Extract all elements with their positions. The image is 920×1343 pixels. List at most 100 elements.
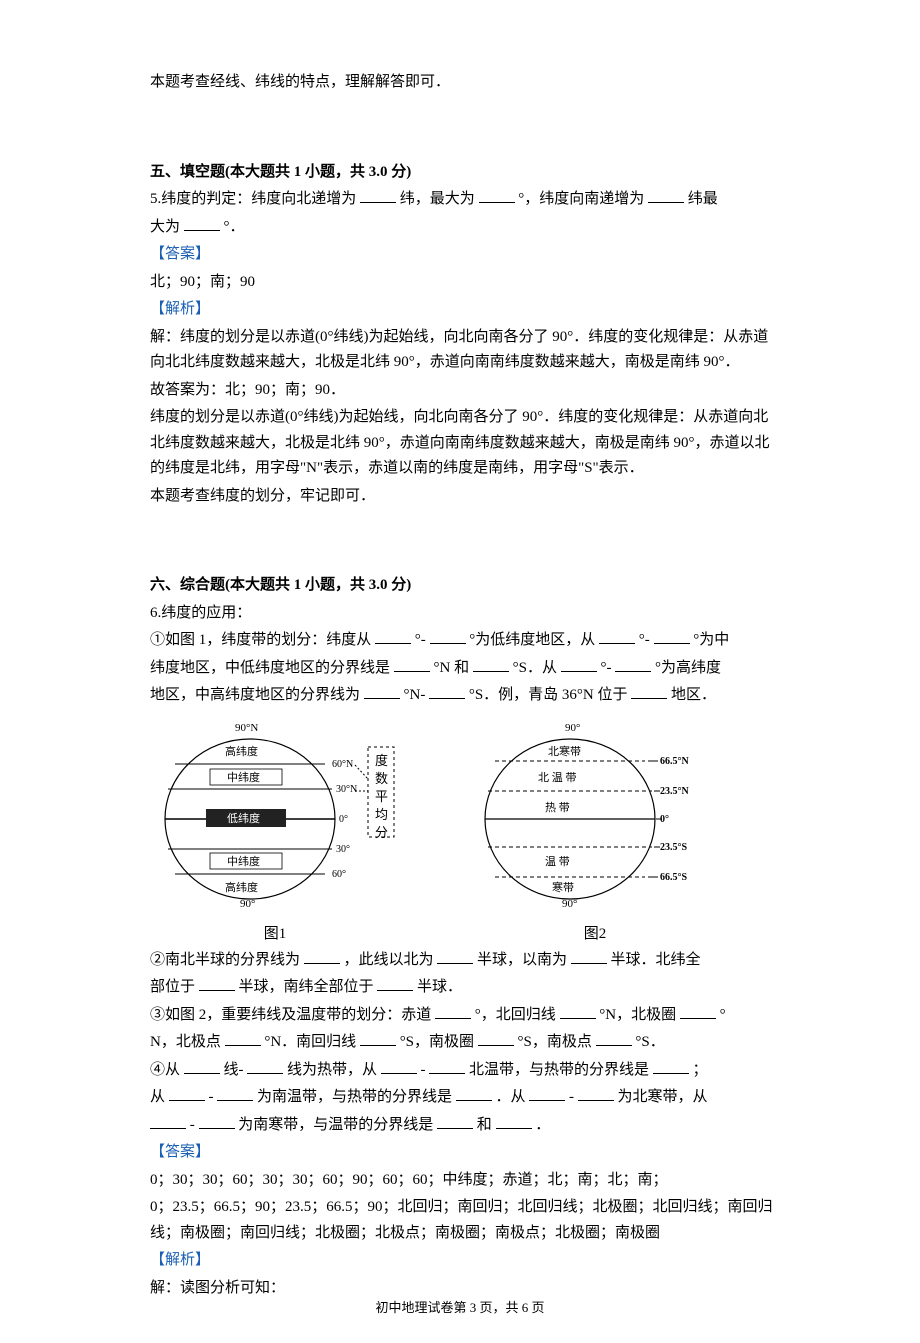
q5-line1: 5.纬度的判定：纬度向北递增为 纬，最大为 °，纬度向南递增为 纬最	[150, 187, 780, 213]
t: -	[205, 1089, 218, 1105]
diagrams-row: 90°N 高纬度 中纬度 低纬度 中纬度 高纬度 60°N 30°N	[150, 719, 780, 948]
blank	[437, 948, 473, 964]
t: -	[565, 1089, 578, 1105]
q5-exp2: 故答案为：北；90；南；90．	[150, 378, 780, 404]
blank	[561, 656, 597, 672]
blank	[473, 656, 509, 672]
t: 纬度地区，中低纬度地区的分界线是	[150, 660, 394, 676]
t: 地区．	[667, 687, 716, 703]
t: 地区，中高纬度地区的分界线为	[150, 687, 364, 703]
blank	[435, 1003, 471, 1019]
blank	[199, 975, 235, 991]
t: 和	[473, 1117, 496, 1133]
t: 为南温带，与热带的分界线是	[253, 1089, 456, 1105]
q5-exp4: 本题考查纬度的划分，牢记即可．	[150, 484, 780, 510]
q5-exp1: 解：纬度的划分是以赤道(0°纬线)为起始线，向北向南各分了 90°．纬度的变化规…	[150, 325, 780, 376]
t: 半球．	[413, 979, 462, 995]
t: °S．例，青岛 36°N 位于	[465, 687, 631, 703]
q5-t4: 纬最	[684, 191, 718, 207]
blank	[304, 948, 340, 964]
t: °N，北极圈	[596, 1007, 680, 1023]
t: -	[186, 1117, 199, 1133]
d1-z2: 中纬度	[227, 770, 260, 784]
blank	[360, 1030, 396, 1046]
q6-l7: N，北极点 °N．南回归线 °S，南极圈 °S，南极点 °S．	[150, 1030, 780, 1056]
blank	[225, 1030, 261, 1046]
t: °为高纬度	[651, 660, 721, 676]
t: °-	[597, 660, 616, 676]
t: °N 和	[430, 660, 473, 676]
t: N，北极点	[150, 1034, 225, 1050]
q6-headtext: 纬度的应用：	[161, 605, 251, 621]
d1-r1: 60°N	[332, 759, 353, 770]
t: 线-	[220, 1062, 248, 1078]
d1-z5: 高纬度	[225, 880, 258, 894]
t: °，北回归线	[471, 1007, 560, 1023]
d2-bottom: 90°	[562, 898, 577, 909]
q6-l5: 部位于 半球，南纬全部位于 半球．	[150, 975, 780, 1001]
d1-z4: 中纬度	[227, 854, 260, 868]
t: 半球．北纬全	[607, 952, 701, 968]
explain-label: 【解析】	[150, 297, 780, 323]
blank	[560, 1003, 596, 1019]
blank	[217, 1085, 253, 1101]
t: 北温带，与热带的分界线是	[465, 1062, 653, 1078]
blank	[437, 1113, 473, 1129]
d1-sb4: 均	[375, 807, 388, 822]
d2-z4: 温 带	[545, 855, 570, 868]
d1-r3: 0°	[339, 814, 348, 825]
t: 为北寒带，从	[614, 1089, 708, 1105]
t: °S．	[632, 1034, 665, 1050]
d2-r5: 66.5°S	[660, 872, 687, 883]
d1-sb2: 数	[375, 771, 388, 786]
blank	[150, 1113, 186, 1129]
q6-head: 6.纬度的应用：	[150, 601, 780, 627]
d1-bottom: 90°	[240, 898, 255, 909]
blank	[648, 187, 684, 203]
d1-sb1: 度	[375, 753, 388, 768]
section5-title: 五、填空题(本大题共 1 小题，共 3.0 分)	[150, 160, 780, 186]
q6-l6: ③如图 2，重要纬线及温度带的划分：赤道 °，北回归线 °N，北极圈 °	[150, 1003, 780, 1029]
q5-line2: 大为 °．	[150, 215, 780, 241]
d1-sb3: 平	[375, 789, 388, 804]
q5-t3: °，纬度向南递增为	[515, 191, 649, 207]
blank	[615, 656, 651, 672]
section6-title: 六、综合题(本大题共 1 小题，共 3.0 分)	[150, 573, 780, 599]
blank	[653, 1058, 689, 1074]
blank	[199, 1113, 235, 1129]
q6-num: 6.	[150, 605, 161, 621]
d2-z2: 北 温 带	[538, 771, 577, 784]
diagram2-svg: 90° 北寒带 北 温 带 热 带 温 带 寒带 66.5°N 23.5°N 0…	[470, 719, 720, 909]
q6-l1: ①如图 1，纬度带的划分：纬度从 °- °为低纬度地区，从 °- °为中	[150, 628, 780, 654]
diagram1: 90°N 高纬度 中纬度 低纬度 中纬度 高纬度 60°N 30°N	[150, 719, 400, 948]
blank	[184, 215, 220, 231]
blank	[631, 683, 667, 699]
d2-r2: 23.5°N	[660, 786, 689, 797]
blank	[360, 187, 396, 203]
t: °-	[635, 632, 654, 648]
blank	[429, 1058, 465, 1074]
t: ．	[532, 1117, 551, 1133]
blank	[169, 1085, 205, 1101]
blank	[599, 628, 635, 644]
t: 半球，南纬全部位于	[235, 979, 378, 995]
t: °S．从	[509, 660, 561, 676]
t: °	[716, 1007, 726, 1023]
d1-r5: 60°	[332, 869, 346, 880]
t: 从	[150, 1089, 169, 1105]
t: ．从	[492, 1089, 530, 1105]
d1-top: 90°N	[235, 722, 258, 734]
top-note: 本题考查经线、纬线的特点，理解解答即可．	[150, 70, 780, 96]
diagram1-caption: 图1	[150, 922, 400, 948]
blank	[496, 1113, 532, 1129]
t: °N．南回归线	[261, 1034, 360, 1050]
blank	[364, 683, 400, 699]
blank	[596, 1030, 632, 1046]
t: °-	[411, 632, 430, 648]
d2-z5: 寒带	[552, 880, 574, 894]
d2-z1: 北寒带	[548, 744, 581, 758]
t: 半球，以南为	[473, 952, 571, 968]
blank	[578, 1085, 614, 1101]
t: ③如图 2，重要纬线及温度带的划分：赤道	[150, 1007, 435, 1023]
blank	[429, 683, 465, 699]
